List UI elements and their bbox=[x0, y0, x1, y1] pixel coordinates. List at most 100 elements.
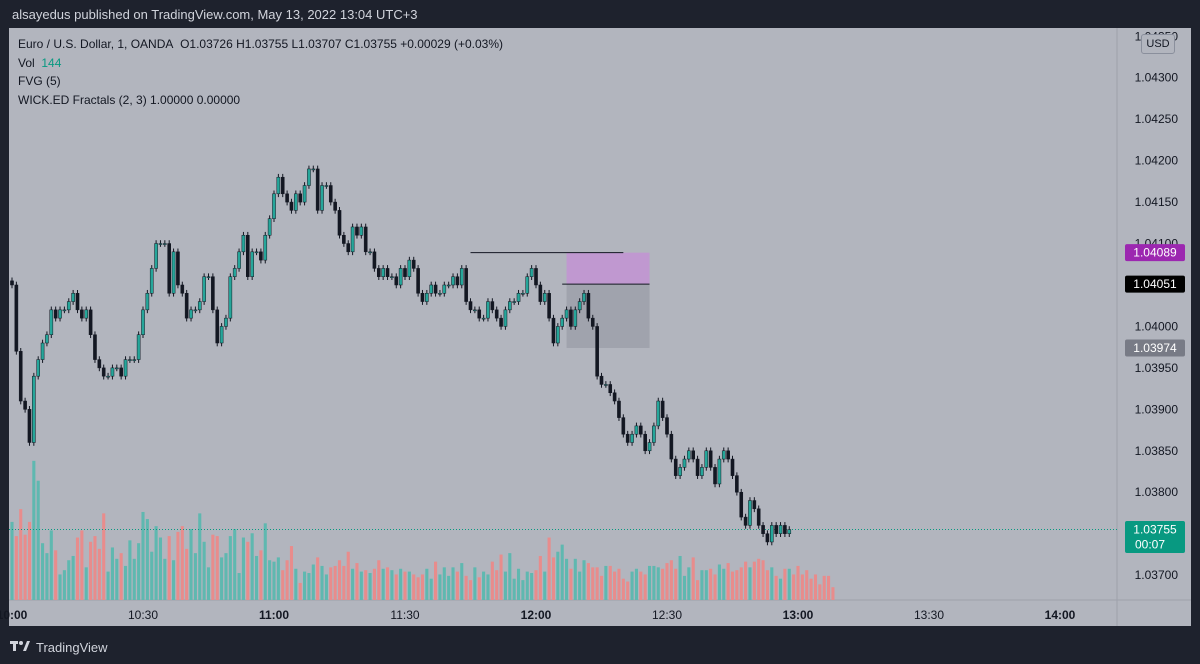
volume-bar bbox=[215, 536, 219, 600]
candle-body bbox=[394, 276, 399, 286]
volume-bar bbox=[193, 553, 197, 600]
candle-body bbox=[647, 442, 652, 452]
candle-body bbox=[372, 251, 377, 269]
candle-body bbox=[232, 268, 237, 277]
candle-body bbox=[652, 425, 656, 443]
candle-body bbox=[40, 342, 45, 360]
volume-bar bbox=[41, 543, 45, 600]
volume-bar bbox=[10, 521, 14, 600]
candle-body bbox=[355, 226, 359, 236]
volume-bar bbox=[634, 568, 638, 600]
candle-body bbox=[315, 168, 320, 211]
volume-bar bbox=[298, 582, 302, 600]
candle-body bbox=[250, 251, 254, 277]
candle-body bbox=[490, 301, 495, 311]
volume-bar bbox=[75, 537, 80, 600]
volume-bar bbox=[455, 571, 459, 600]
volume-bar bbox=[757, 558, 761, 600]
candle-body bbox=[743, 516, 748, 526]
price-tag-label: 1.04051 bbox=[1133, 277, 1177, 291]
candle-body bbox=[433, 284, 438, 294]
candle-body bbox=[163, 243, 167, 245]
volume-bar bbox=[407, 571, 411, 600]
candle-body bbox=[206, 276, 211, 278]
volume-bar bbox=[119, 553, 123, 600]
volume-bar bbox=[495, 570, 499, 600]
x-tick-label: 11:00 bbox=[259, 608, 289, 622]
candle-body bbox=[573, 309, 578, 327]
volume-bar bbox=[141, 511, 145, 600]
volume-bar bbox=[268, 560, 272, 600]
volume-bar bbox=[324, 574, 328, 600]
volume-bar bbox=[503, 571, 507, 600]
candle-body bbox=[564, 309, 569, 319]
volume-bar bbox=[800, 574, 804, 600]
ohlc-values: O1.03726 H1.03755 L1.03707 C1.03755 +0.0… bbox=[180, 37, 503, 51]
volume-bar bbox=[765, 570, 769, 600]
volume-bar bbox=[58, 574, 62, 600]
tradingview-brand: TradingView bbox=[36, 639, 108, 655]
volume-bar bbox=[608, 565, 612, 600]
candle-body bbox=[608, 384, 613, 394]
volume-bar bbox=[761, 560, 765, 600]
volume-bar bbox=[525, 571, 529, 600]
volume-bar bbox=[416, 577, 420, 600]
volume-bar bbox=[464, 575, 468, 600]
volume-bar bbox=[180, 526, 184, 600]
candle-body bbox=[84, 309, 89, 319]
volume-bar bbox=[752, 561, 756, 600]
volume-bar bbox=[599, 575, 604, 600]
volume-bar bbox=[639, 571, 643, 600]
legend-fvg-row[interactable]: FVG (5) bbox=[18, 72, 503, 91]
currency-badge[interactable]: USD bbox=[1141, 34, 1175, 54]
volume-bar bbox=[97, 548, 101, 600]
candle-body bbox=[726, 450, 730, 460]
volume-bar bbox=[534, 570, 538, 600]
legend-volume-row[interactable]: Vol 144 bbox=[18, 54, 503, 73]
volume-bar bbox=[202, 541, 206, 600]
volume-bar bbox=[62, 570, 66, 600]
candle-body bbox=[58, 309, 62, 319]
candle-body bbox=[429, 284, 433, 294]
candle-body bbox=[298, 193, 302, 203]
candle-body bbox=[682, 458, 687, 468]
candle-body bbox=[263, 234, 268, 261]
volume-bar bbox=[294, 568, 298, 600]
volume-bar bbox=[508, 553, 512, 600]
candle-body bbox=[556, 326, 560, 344]
volume-bar bbox=[254, 555, 259, 600]
y-tick-label: 1.03900 bbox=[1135, 402, 1179, 416]
candle-body bbox=[45, 334, 49, 344]
volume-bar bbox=[560, 544, 564, 600]
x-tick-label: 14:00 bbox=[1045, 608, 1076, 622]
candle-body bbox=[547, 293, 551, 319]
volume-bar bbox=[499, 554, 503, 600]
volume-bar bbox=[263, 523, 267, 600]
volume-bar bbox=[713, 574, 717, 600]
candle-body bbox=[525, 276, 530, 294]
volume-bar bbox=[198, 513, 202, 600]
x-tick-label: 12:00 bbox=[521, 608, 552, 622]
y-tick-label: 1.03800 bbox=[1135, 485, 1179, 499]
volume-bar bbox=[669, 560, 673, 600]
candle-body bbox=[494, 309, 499, 319]
volume-bar bbox=[272, 561, 276, 600]
legend-fractals-row[interactable]: WICK.ED Fractals (2, 3) 1.00000 0.00000 bbox=[18, 91, 503, 110]
volume-bar bbox=[233, 529, 237, 600]
volume-bar bbox=[399, 568, 403, 600]
candle-body bbox=[529, 268, 534, 277]
fvg-zone bbox=[566, 252, 650, 285]
volume-bar bbox=[71, 555, 75, 600]
candle-body bbox=[481, 317, 486, 320]
volume-bar bbox=[158, 537, 163, 600]
legend-symbol-row[interactable]: Euro / U.S. Dollar, 1, OANDA O1.03726 H1… bbox=[18, 35, 503, 54]
volume-bar bbox=[67, 560, 71, 600]
volume-bar bbox=[351, 568, 355, 600]
candle-body bbox=[246, 234, 250, 277]
candle-body bbox=[333, 201, 337, 211]
volume-bar bbox=[355, 563, 359, 600]
candle-body bbox=[158, 243, 163, 245]
candle-body bbox=[512, 301, 516, 303]
candle-body bbox=[66, 301, 71, 311]
